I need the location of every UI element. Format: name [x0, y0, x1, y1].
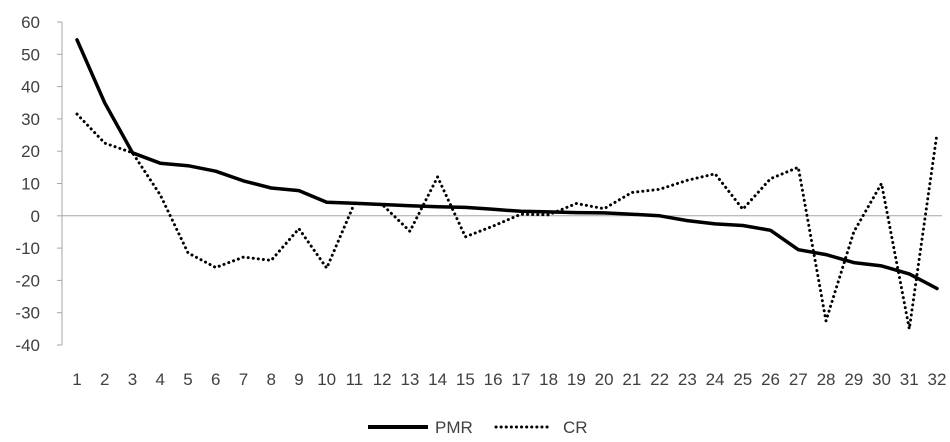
x-tick-label: 16: [484, 370, 503, 389]
x-axis: 1 2 3 4 5 6 7 8 9 10 11 12 13 14 15 16 17 18 19 20 21 22 23 24 2…: [62, 215, 947, 389]
x-tick-label: 28: [817, 370, 836, 389]
y-tick-label: 50: [21, 45, 40, 64]
x-tick-label: 18: [539, 370, 558, 389]
x-tick-label: 8: [266, 370, 275, 389]
y-tick-label: 10: [21, 175, 40, 194]
y-tick-label: -10: [15, 239, 40, 258]
x-tick-label: 6: [211, 370, 220, 389]
x-tick-label: 1: [72, 370, 81, 389]
x-tick-label: 7: [239, 370, 248, 389]
x-tick-label: 14: [428, 370, 447, 389]
x-tick-label: 32: [928, 370, 947, 389]
legend: PMR CR: [368, 418, 588, 437]
x-tick-label: 31: [900, 370, 919, 389]
x-tick-label: 23: [678, 370, 697, 389]
series-line-cr: [75, 112, 939, 331]
x-tick-label: 26: [761, 370, 780, 389]
x-tick-label: 22: [650, 370, 669, 389]
plot-area: [75, 38, 939, 331]
y-tick-label: 0: [31, 207, 40, 226]
y-tick-label: -20: [15, 271, 40, 290]
legend-label-cr: CR: [563, 418, 588, 437]
x-tick-label: 20: [595, 370, 614, 389]
x-tick-label: 15: [456, 370, 475, 389]
x-tick-label: 10: [317, 370, 336, 389]
x-tick-label: 17: [511, 370, 530, 389]
x-tick-label: 11: [346, 370, 364, 389]
y-axis: 60 50 40 30 20 10 0 -10 -20 -30 -40: [15, 13, 63, 355]
y-tick-label: -40: [15, 336, 40, 355]
legend-label-pmr: PMR: [435, 418, 473, 437]
series-line-pmr: [75, 38, 939, 291]
y-tick-label: 20: [21, 142, 40, 161]
y-tick-label: 60: [21, 13, 40, 32]
x-tick-label: 24: [706, 370, 725, 389]
x-tick-label: 2: [100, 370, 109, 389]
x-tick-label: 5: [183, 370, 192, 389]
x-tick-label: 13: [400, 370, 419, 389]
x-tick-label: 30: [872, 370, 891, 389]
y-tick-label: -30: [15, 304, 40, 323]
y-tick-label: 30: [21, 110, 40, 129]
x-tick-label: 29: [844, 370, 863, 389]
x-tick-label: 19: [567, 370, 586, 389]
x-tick-label: 21: [622, 370, 641, 389]
x-tick-label: 12: [373, 370, 392, 389]
x-tick-label: 25: [733, 370, 752, 389]
x-tick-label: 4: [155, 370, 164, 389]
x-tick-label: 9: [294, 370, 303, 389]
y-tick-label: 40: [21, 78, 40, 97]
x-tick-label: 27: [789, 370, 808, 389]
x-tick-label: 3: [128, 370, 137, 389]
